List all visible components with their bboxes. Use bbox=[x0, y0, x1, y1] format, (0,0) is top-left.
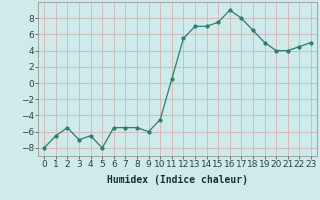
X-axis label: Humidex (Indice chaleur): Humidex (Indice chaleur) bbox=[107, 175, 248, 185]
